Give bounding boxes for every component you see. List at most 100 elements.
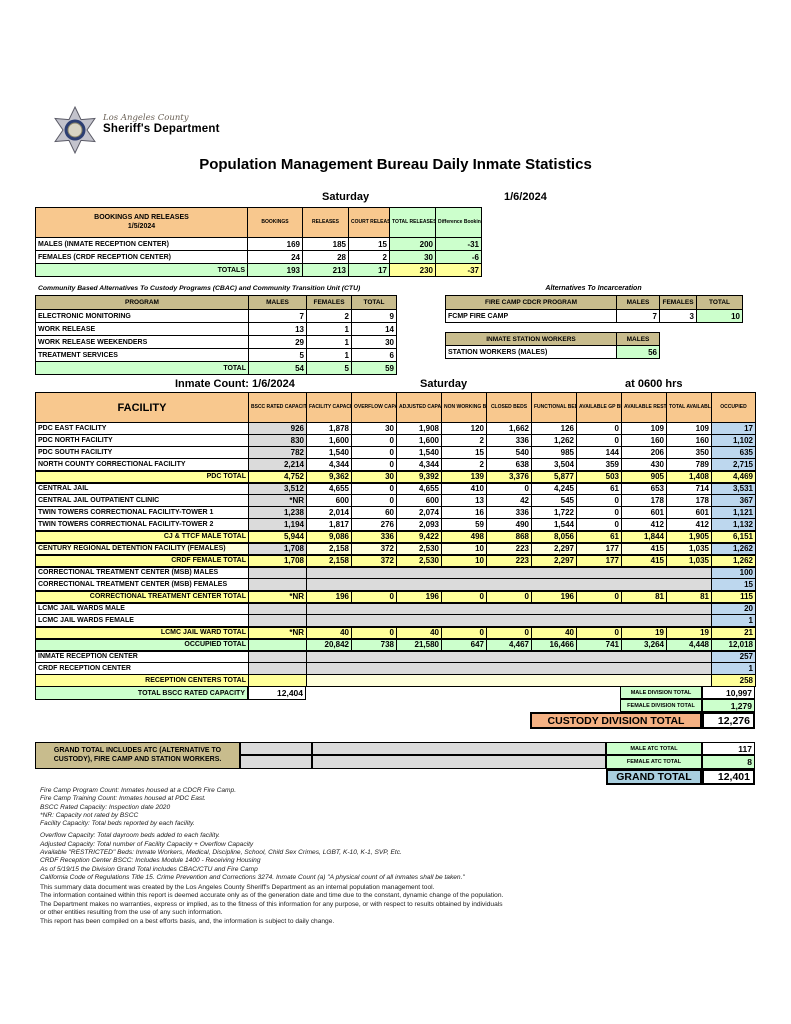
stat-cell: 0 — [576, 422, 622, 435]
stat-cell: 206 — [621, 446, 667, 459]
merged-cell — [306, 566, 712, 579]
facility-name: LCMC JAIL WARDS MALE — [35, 602, 249, 615]
stat-cell: 16 — [441, 506, 487, 519]
table-row: TREATMENT SERVICES 5 1 6 — [35, 348, 397, 362]
cbac-section-title: Community Based Alternatives To Custody … — [38, 285, 361, 292]
stat-cell: 185 — [302, 237, 349, 251]
column-header: INMATE STATION WORKERS — [445, 332, 617, 346]
stat-cell: 0 — [351, 494, 397, 507]
stat-cell: 40 — [531, 625, 577, 640]
stat-cell: 139 — [441, 469, 487, 484]
disclaimer-line: The Department makes no warranties, expr… — [40, 900, 503, 908]
stat-cell: 2 — [348, 250, 390, 264]
stat-cell: 498 — [441, 529, 487, 544]
table-total-row: RECEPTION CENTERS TOTAL 258 — [35, 674, 756, 687]
stat-cell: 30 — [351, 335, 397, 349]
footnote-line: Available "RESTRICTED" Beds: Inmate Work… — [40, 849, 402, 857]
disclaimer-line: or other entities resulting from the use… — [40, 909, 223, 917]
stat-cell: 600 — [306, 494, 352, 507]
stat-cell: 223 — [486, 553, 532, 568]
stat-cell: 372 — [351, 542, 397, 555]
row-label: WORK RELEASE — [35, 322, 249, 336]
stat-cell: 336 — [486, 434, 532, 447]
stat-cell: 714 — [666, 482, 712, 495]
facility-name: CORRECTIONAL TREATMENT CENTER TOTAL — [35, 589, 249, 604]
table-total-row: TOTALS 193 213 17 230 -37 — [35, 263, 482, 277]
stat-cell: 2,214 — [248, 458, 307, 471]
stat-cell — [248, 578, 307, 591]
table-header-row: INMATE STATION WORKERS MALES — [445, 332, 660, 346]
table-row: FCMP FIRE CAMP 7 3 10 — [445, 309, 743, 323]
stat-cell: 410 — [441, 482, 487, 495]
ati-section-title: Alternatives To Incarceration — [545, 285, 642, 292]
stat-cell: 61 — [576, 529, 622, 544]
row-label: WORK RELEASE WEEKENDERS — [35, 335, 249, 349]
column-header: FEMALES — [659, 295, 697, 310]
stat-cell: 13 — [248, 322, 307, 336]
stat-cell: 490 — [486, 518, 532, 531]
column-header: TOTAL AVAILABLE BEDS — [666, 392, 712, 423]
facility-day-label: Saturday — [420, 378, 468, 390]
stat-cell: 2,297 — [531, 553, 577, 568]
stat-cell: 0 — [351, 482, 397, 495]
table-total-row: LCMC JAIL WARD TOTAL *NR 40 0 40 0 0 40 … — [35, 625, 756, 640]
stat-cell: 17 — [711, 422, 756, 435]
column-header: CLOSED BEDS — [486, 392, 532, 423]
merged-cell — [306, 650, 712, 663]
stat-cell: 15 — [441, 446, 487, 459]
stat-cell: 0 — [576, 506, 622, 519]
facility-name: PDC EAST FACILITY — [35, 422, 249, 435]
merged-cell — [306, 602, 712, 615]
stat-cell: 1,662 — [486, 422, 532, 435]
custody-division-total-label: CUSTODY DIVISION TOTAL — [530, 712, 702, 729]
stat-cell: 0 — [486, 482, 532, 495]
stat-cell: 9,392 — [396, 469, 442, 484]
stat-cell: 1 — [306, 348, 352, 362]
stat-cell: 59 — [351, 361, 397, 375]
female-division-total-value: 1,279 — [702, 699, 755, 712]
stat-cell: 12,018 — [711, 637, 756, 652]
stat-cell: 9,362 — [306, 469, 352, 484]
stat-cell: 0 — [576, 518, 622, 531]
stat-cell: 926 — [248, 422, 307, 435]
table-row: STATION WORKERS (MALES) 56 — [445, 345, 660, 359]
stat-cell: 10 — [441, 542, 487, 555]
stat-cell: 230 — [389, 263, 436, 277]
grand-total-value: 12,401 — [702, 769, 755, 785]
stat-cell: 20,842 — [306, 637, 352, 652]
stat-cell: 178 — [621, 494, 667, 507]
stat-cell: 905 — [621, 469, 667, 484]
stat-cell: 2 — [306, 309, 352, 323]
page-title: Population Management Bureau Daily Inmat… — [199, 156, 592, 173]
stat-cell: 5,944 — [248, 529, 307, 544]
stat-cell: 6 — [351, 348, 397, 362]
stat-cell: 17 — [348, 263, 390, 277]
table-row: ELECTRONIC MONITORING 7 2 9 — [35, 309, 397, 323]
stat-cell: 0 — [351, 589, 397, 604]
stat-cell: 16,466 — [531, 637, 577, 652]
row-label: TOTAL — [35, 361, 249, 375]
stat-cell: 5,877 — [531, 469, 577, 484]
stat-cell: 1,238 — [248, 506, 307, 519]
column-header: Difference Bookings/ Releases — [435, 207, 482, 238]
stat-cell — [248, 674, 307, 687]
table-row: CORRECTIONAL TREATMENT CENTER (MSB) FEMA… — [35, 578, 756, 591]
stat-cell: 372 — [351, 553, 397, 568]
stat-cell: 1 — [306, 322, 352, 336]
stat-cell: 20 — [711, 602, 756, 615]
sheriff-star-icon — [54, 105, 96, 155]
table-total-row: TOTAL 54 5 59 — [35, 361, 397, 375]
stat-cell: 7 — [616, 309, 660, 323]
footnote-line: California Code of Regulations Title 15.… — [40, 873, 465, 881]
stat-cell: 19 — [621, 625, 667, 640]
table-row: CRDF RECEPTION CENTER 1 — [35, 662, 756, 675]
stat-cell: 29 — [248, 335, 307, 349]
merged-cell — [306, 578, 712, 591]
stat-cell: 1,035 — [666, 553, 712, 568]
stat-cell: 412 — [621, 518, 667, 531]
stat-cell: 1,844 — [621, 529, 667, 544]
footnote-line: As of 5/19/15 the Division Grand Total i… — [40, 865, 258, 873]
facility-name: LCMC JAIL WARD TOTAL — [35, 625, 249, 640]
row-label: STATION WORKERS (MALES) — [445, 345, 617, 359]
stat-cell: 5 — [306, 361, 352, 375]
